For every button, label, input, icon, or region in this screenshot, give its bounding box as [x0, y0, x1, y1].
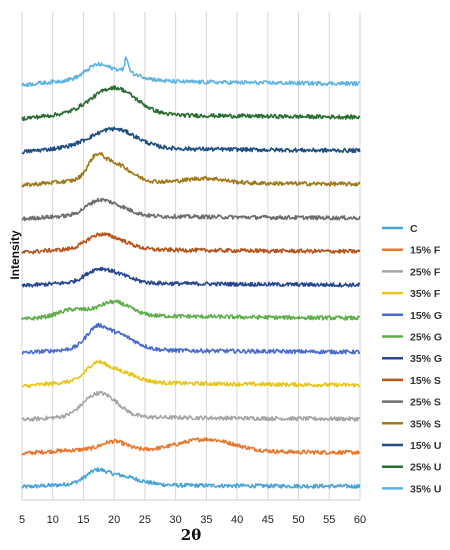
x-tick-label: 45	[262, 514, 274, 526]
trace-25-f	[21, 390, 361, 422]
legend: C 15% F 25% F 35% F 15% G 25% G 35% G 15% S 25% …	[382, 223, 442, 495]
trace-25-g	[21, 299, 361, 321]
trace-15-g	[21, 322, 361, 355]
legend-label: 15% G	[410, 310, 442, 322]
legend-label: 35% F	[410, 288, 441, 300]
trace-35-s	[21, 152, 361, 188]
x-tick-label: 5	[19, 514, 25, 526]
legend-label: 35% G	[410, 353, 442, 365]
y-axis-label: Intensity	[8, 230, 22, 280]
legend-label: 15% S	[410, 375, 441, 387]
x-tick-label: 55	[323, 514, 335, 526]
x-tick-labels: 5 10 15 20 25 30 35 40 45 50 55 60	[19, 514, 366, 526]
diffraction-traces	[21, 56, 361, 490]
legend-label: 15% U	[410, 440, 442, 452]
legend-label: 35% S	[410, 418, 441, 430]
x-tick-label: 60	[354, 514, 366, 526]
trace-25-u	[21, 85, 361, 122]
x-tick-label: 15	[77, 514, 89, 526]
legend-label: 25% S	[410, 397, 441, 409]
x-axis-label: 2θ	[181, 526, 201, 544]
legend-label: 25% G	[410, 332, 442, 344]
x-tick-label: 25	[139, 514, 151, 526]
x-tick-label: 35	[200, 514, 212, 526]
trace-c	[21, 467, 361, 490]
trace-25-s	[21, 197, 361, 222]
trace-15-f	[21, 437, 360, 456]
legend-label: 25% F	[410, 266, 441, 278]
x-tick-label: 50	[292, 514, 304, 526]
legend-label: 35% U	[410, 483, 442, 495]
legend-label: C	[410, 223, 418, 235]
legend-label: 25% U	[410, 462, 442, 474]
trace-35-g	[21, 266, 361, 288]
trace-15-s	[21, 232, 361, 255]
x-tick-label: 10	[47, 514, 59, 526]
x-tick-label: 20	[108, 514, 120, 526]
x-tick-label: 40	[231, 514, 243, 526]
trace-15-u	[21, 126, 361, 155]
legend-label: 15% F	[410, 245, 441, 257]
x-tick-label: 30	[170, 514, 182, 526]
trace-35-u	[21, 56, 361, 87]
trace-35-f	[21, 359, 361, 389]
